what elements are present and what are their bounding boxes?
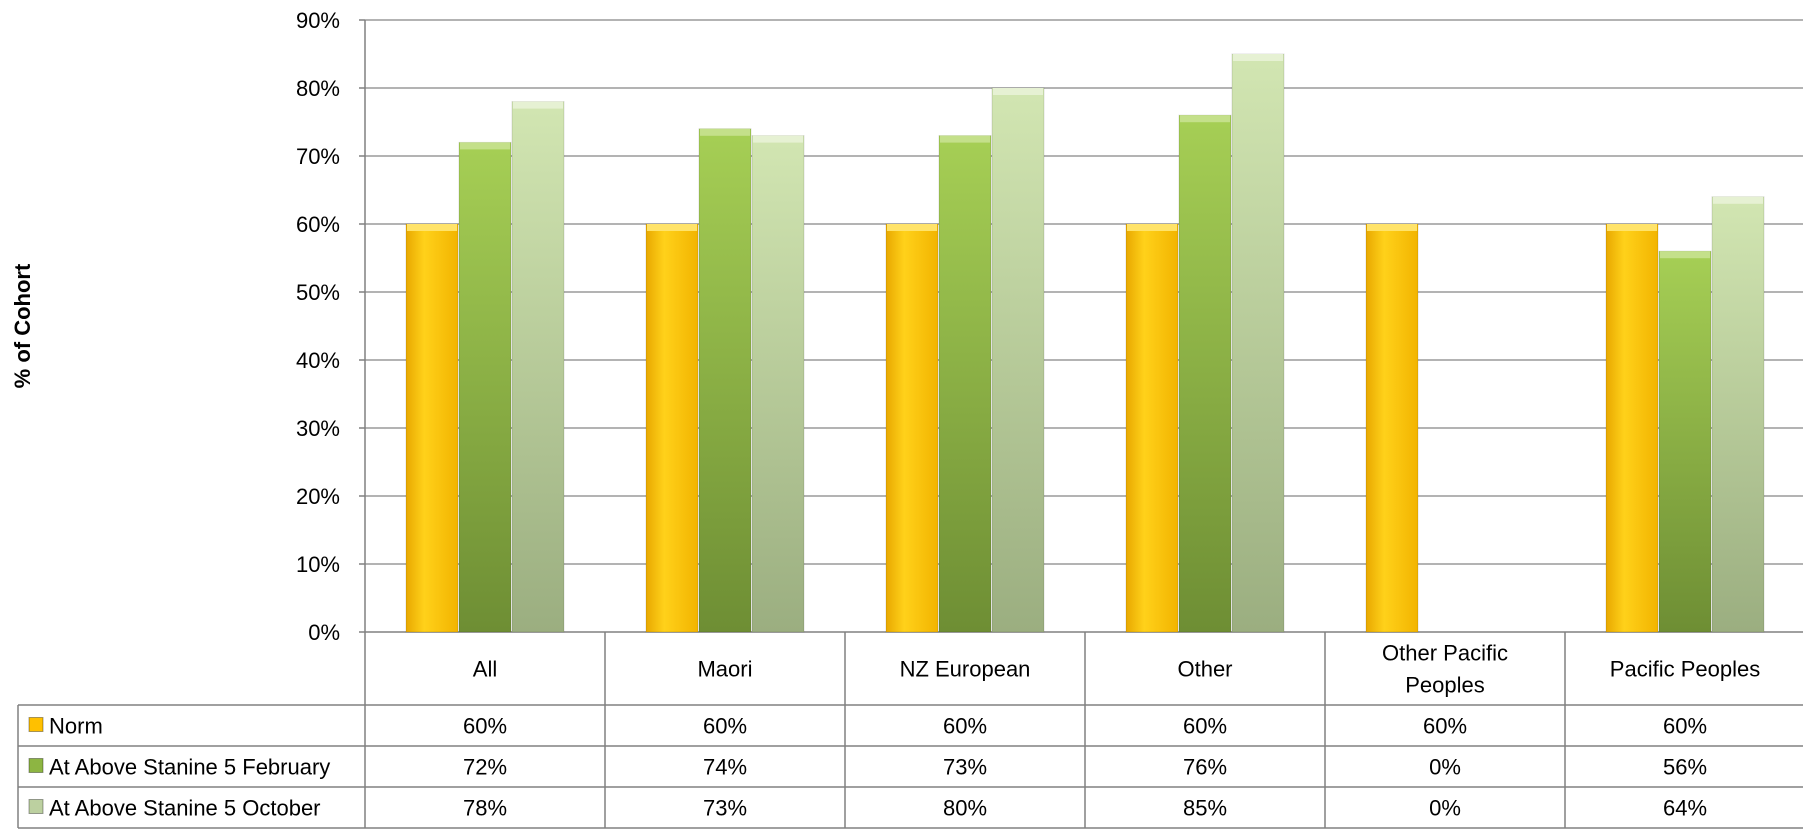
bar-at-above-stanine-5-october-nz-european (991, 87, 1045, 633)
bar-cap (993, 88, 1043, 95)
legend-swatch (28, 758, 44, 773)
y-tick-label: 30% (296, 416, 340, 441)
bar-norm-all (405, 223, 459, 633)
bar-at-above-stanine-5-october-other (1231, 53, 1285, 633)
table-cell-value: 60% (943, 714, 987, 739)
bar-at-above-stanine-5-february-nz-european (938, 135, 992, 633)
y-tick-label: 20% (296, 484, 340, 509)
table-cell-value: 64% (1663, 796, 1707, 821)
bar-cap (460, 142, 510, 150)
category-label: All (473, 657, 497, 682)
y-tick-label: 90% (296, 8, 340, 33)
bar-cap (1233, 54, 1283, 61)
table-cell-value: 74% (703, 755, 747, 780)
table-cell-value: 60% (703, 714, 747, 739)
bar-cap (940, 135, 990, 143)
bar-cap (1127, 224, 1177, 231)
category-label: Other (1177, 657, 1232, 682)
legend-label: Norm (49, 714, 103, 739)
bars (405, 53, 1765, 633)
legend-label: At Above Stanine 5 February (49, 755, 330, 780)
y-tick-label: 10% (296, 552, 340, 577)
table-cell-value: 0% (1429, 796, 1461, 821)
table-cell-value: 73% (703, 796, 747, 821)
table-cell-value: 85% (1183, 796, 1227, 821)
bar-at-above-stanine-5-october-maori (751, 135, 805, 633)
y-tick-label: 50% (296, 280, 340, 305)
bar-norm-other-pacific-peoples (1365, 223, 1419, 633)
legend-label: At Above Stanine 5 October (49, 796, 321, 821)
y-tick-label: 0% (308, 620, 340, 645)
y-tick-label: 60% (296, 212, 340, 237)
data-table: All Maori NZ European Other Other Pacific Peo… (17, 632, 1803, 829)
table-cell-value: 60% (463, 714, 507, 739)
bar-cap (1180, 115, 1230, 123)
table-cell-value: 60% (1663, 714, 1707, 739)
bar-norm-other (1125, 223, 1179, 633)
bar-cap (407, 224, 457, 231)
legend-swatch (28, 799, 44, 814)
table-cell-value: 0% (1429, 755, 1461, 780)
table-cell-value: 76% (1183, 755, 1227, 780)
y-axis-ticks: 0% 10% 20% 30% 40% 50% 60% 70% 80% 90% (296, 8, 366, 645)
bar-at-above-stanine-5-february-other (1178, 114, 1232, 633)
bar-cap (753, 135, 803, 143)
bar-cap (513, 101, 563, 109)
table-cell-value: 73% (943, 755, 987, 780)
bar-at-above-stanine-5-february-pacific-peoples (1658, 250, 1712, 633)
y-tick-label: 80% (296, 76, 340, 101)
table-cell-value: 80% (943, 796, 987, 821)
bar-norm-pacific-peoples (1605, 223, 1659, 633)
y-tick-label: 40% (296, 348, 340, 373)
category-label: Maori (697, 657, 752, 682)
table-cell-value: 72% (463, 755, 507, 780)
bar-cap (1367, 224, 1417, 231)
table-cell-value: 56% (1663, 755, 1707, 780)
bar-cap (1713, 196, 1763, 204)
category-label: Pacific Peoples (1610, 657, 1760, 682)
bar-at-above-stanine-5-february-all (458, 141, 512, 633)
bar-cap (1607, 224, 1657, 231)
bar-at-above-stanine-5-october-all (511, 101, 565, 633)
y-axis-label: % of Cohort (10, 263, 35, 388)
table-cell-value: 60% (1183, 714, 1227, 739)
table-cell-value: 78% (463, 796, 507, 821)
category-label: NZ European (900, 657, 1031, 682)
bar-cap (887, 224, 937, 231)
gridlines (365, 19, 1803, 633)
table-cell-value: 60% (1423, 714, 1467, 739)
legend-swatch (28, 717, 44, 732)
category-label: Other Pacific Peoples (1382, 641, 1508, 698)
bar-cap (647, 224, 697, 231)
bar-cap (1660, 251, 1710, 259)
bar-norm-maori (645, 223, 699, 633)
bar-at-above-stanine-5-october-pacific-peoples (1711, 196, 1765, 633)
y-tick-label: 70% (296, 144, 340, 169)
bar-at-above-stanine-5-february-maori (698, 128, 752, 633)
bar-norm-nz-european (885, 223, 939, 633)
bar-cap (700, 128, 750, 136)
